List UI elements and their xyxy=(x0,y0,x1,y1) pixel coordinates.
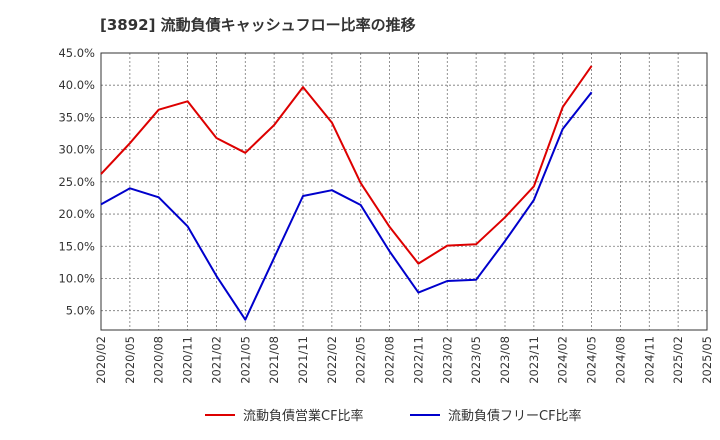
x-tick-label: 2025/02 xyxy=(671,336,685,384)
x-tick-label: 2024/11 xyxy=(642,336,656,384)
y-tick-label: 45.0% xyxy=(58,46,95,60)
x-tick-label: 2022/02 xyxy=(325,336,339,384)
x-tick-label: 2021/02 xyxy=(209,336,223,384)
plot-border xyxy=(100,52,708,331)
x-tick-label: 2020/02 xyxy=(94,336,108,384)
x-tick-label: 2023/05 xyxy=(469,336,483,384)
series-line-2 xyxy=(100,91,593,321)
x-tick-label: 2023/08 xyxy=(498,336,512,384)
y-tick-label: 25.0% xyxy=(58,175,95,189)
y-tick-label: 10.0% xyxy=(58,271,95,285)
x-tick-label: 2022/05 xyxy=(354,336,368,384)
plot-area xyxy=(101,53,707,330)
x-tick-label: 2021/08 xyxy=(267,336,281,384)
x-tick-label: 2024/05 xyxy=(585,336,599,384)
x-tick-label: 2024/08 xyxy=(613,336,627,384)
chart-title: [3892] 流動負債キャッシュフロー比率の推移 xyxy=(100,16,416,34)
series-line-1 xyxy=(100,65,593,265)
y-tick-label: 35.0% xyxy=(58,110,95,124)
x-tick-label: 2020/11 xyxy=(181,336,195,384)
x-tick-label: 2024/02 xyxy=(556,336,570,384)
y-tick-label: 40.0% xyxy=(58,78,95,92)
x-tick-label: 2022/11 xyxy=(411,336,425,384)
x-tick-label: 2025/05 xyxy=(700,336,714,384)
x-tick-label: 2023/11 xyxy=(527,336,541,384)
legend-label-2: 流動負債フリーCF比率 xyxy=(448,408,582,424)
legend-label-1: 流動負債営業CF比率 xyxy=(243,408,364,424)
y-tick-label: 5.0% xyxy=(66,304,95,318)
x-tick-label: 2022/08 xyxy=(383,336,397,384)
y-tick-label: 30.0% xyxy=(58,143,95,157)
x-tick-label: 2020/08 xyxy=(152,336,166,384)
x-tick-label: 2020/05 xyxy=(123,336,137,384)
x-tick-label: 2023/02 xyxy=(440,336,454,384)
y-tick-label: 20.0% xyxy=(58,207,95,221)
y-tick-label: 15.0% xyxy=(58,239,95,253)
x-tick-label: 2021/05 xyxy=(238,336,252,384)
x-tick-label: 2021/11 xyxy=(296,336,310,384)
